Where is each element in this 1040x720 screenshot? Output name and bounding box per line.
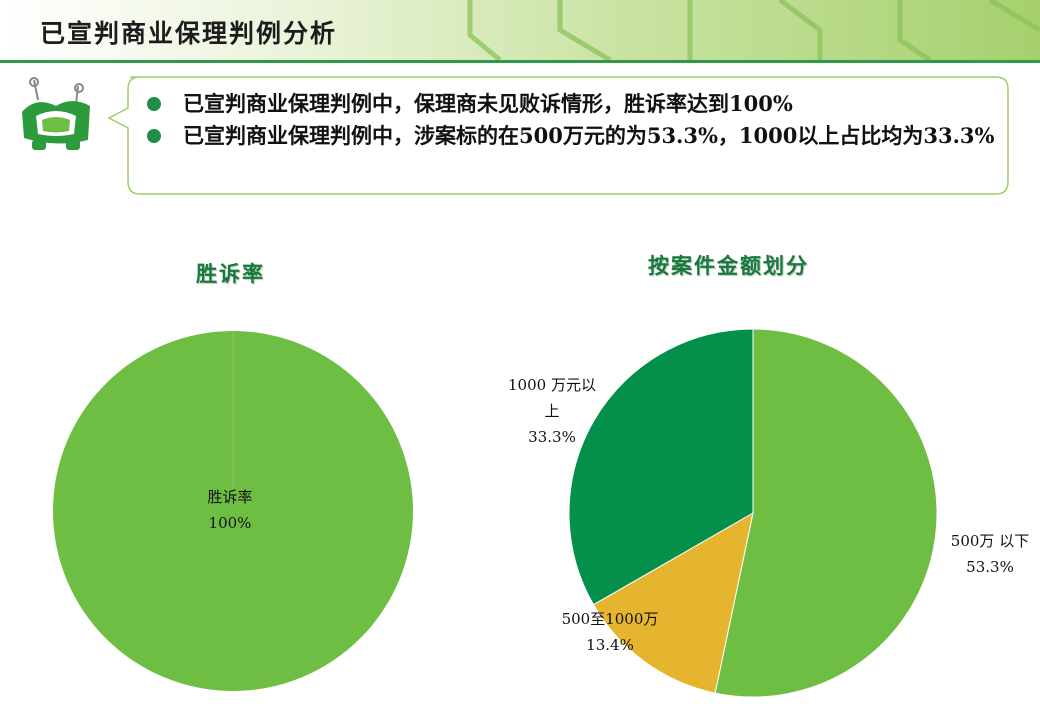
pie-slice [714, 328, 938, 698]
header-divider [0, 60, 1040, 63]
bullet-text: 已宣判商业保理判例中，涉案标的在500万元的为53.3%，1000以上占比均为3… [183, 123, 995, 148]
slice-label: 500万 以下 [951, 532, 1029, 550]
callout-frame [108, 76, 1009, 195]
pie-slice [568, 328, 754, 606]
bullet-dot-icon [147, 129, 161, 143]
mascot-icon [22, 77, 90, 150]
slice-label: 1000 万元以 [508, 376, 596, 394]
slice-value-label: 33.3% [528, 428, 576, 446]
header-decoration [467, 0, 1040, 60]
slice-label: 上 [544, 402, 559, 420]
header-band: 已宣判商业保理判例分析 [0, 0, 1040, 60]
bullet-dot-icon [147, 97, 161, 111]
bullet-text: 已宣判商业保理判例中，保理商未见败诉情形，胜诉率达到100% [183, 91, 793, 116]
chart-title-win-rate: 胜诉率 [196, 261, 265, 286]
slice-value-label: 53.3% [966, 558, 1014, 576]
slice-value-label: 13.4% [586, 636, 634, 654]
page-title: 已宣判商业保理判例分析 [40, 19, 338, 48]
callout-bullets: 已宣判商业保理判例中，保理商未见败诉情形，胜诉率达到100% 已宣判商业保理判例… [145, 88, 1005, 152]
slice-label: 500至1000万 [562, 610, 659, 628]
pie-slice [53, 331, 413, 691]
chart-title-amount: 按案件金额划分 [648, 253, 809, 278]
pie-slice [592, 512, 754, 694]
bullet-item: 已宣判商业保理判例中，涉案标的在500万元的为53.3%，1000以上占比均为3… [145, 120, 1005, 152]
slice-label: 胜诉率 [207, 488, 252, 506]
slice-value-label: 100% [209, 514, 252, 532]
callout-box [108, 76, 1009, 195]
bullet-item: 已宣判商业保理判例中，保理商未见败诉情形，胜诉率达到100% [145, 88, 1005, 120]
